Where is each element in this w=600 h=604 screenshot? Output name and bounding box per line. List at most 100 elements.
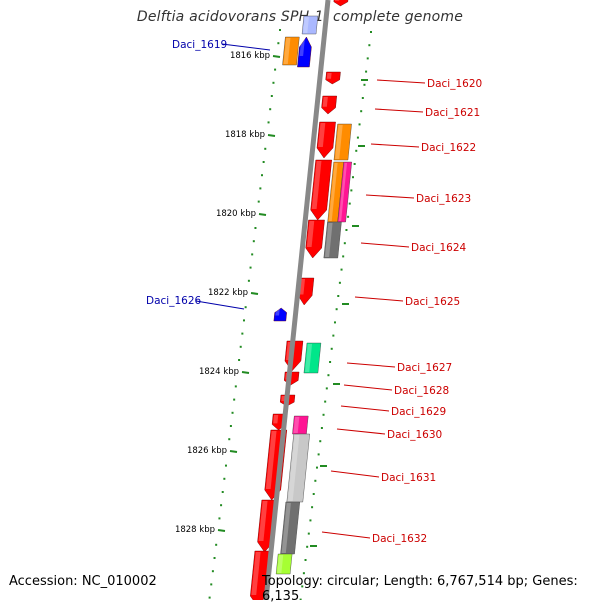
kbp-label: 1818 kbp: [225, 130, 265, 140]
major-tick: [250, 292, 259, 295]
minor-tick: [211, 570, 214, 573]
minor-tick: [223, 477, 226, 480]
gene-label-daci-1630[interactable]: Daci_1630: [387, 429, 442, 441]
minor-tick: [355, 149, 358, 152]
gene-label-daci-1627[interactable]: Daci_1627: [397, 362, 452, 374]
gene-box[interactable]: [280, 501, 301, 555]
minor-tick: [317, 453, 320, 456]
minor-tick: [306, 545, 309, 548]
leader-line: [360, 242, 410, 248]
leader-line: [330, 470, 380, 478]
gene-box[interactable]: [301, 15, 319, 35]
gene-label-daci-1621[interactable]: Daci_1621: [425, 107, 480, 119]
minor-tick: [302, 572, 305, 575]
minor-tick: [332, 334, 335, 337]
minor-tick: [322, 413, 325, 416]
minor-tick: [218, 517, 221, 520]
minor-tick: [260, 174, 263, 177]
minor-tick: [325, 387, 328, 390]
minor-tick: [272, 81, 275, 84]
gene-box[interactable]: [275, 553, 293, 575]
minor-tick: [320, 427, 323, 429]
minor-tick: [224, 464, 227, 467]
kbp-label: 1824 kbp: [199, 367, 239, 377]
leader-line: [221, 43, 271, 51]
minor-tick: [252, 240, 255, 243]
gene-box-daci-1630[interactable]: [292, 415, 309, 435]
minor-tick: [233, 398, 236, 401]
gene-arrow-daci-1624[interactable]: [305, 219, 325, 259]
gene-box[interactable]: [303, 342, 322, 374]
gene-label-daci-1629[interactable]: Daci_1629: [391, 406, 446, 418]
major-tick: [217, 529, 226, 532]
gene-arrow-daci-1623[interactable]: [310, 159, 332, 221]
gene-label-daci-1626[interactable]: Daci_1626: [146, 295, 202, 307]
minor-tick: [262, 161, 265, 163]
minor-tick: [231, 411, 234, 414]
leader-line: [365, 194, 415, 199]
minor-tick: [234, 385, 237, 388]
gene-arrow-daci-1622[interactable]: [316, 121, 336, 159]
major-tick: [272, 55, 281, 58]
minor-tick: [215, 543, 218, 546]
map-title: Delftia acidovorans SPH-1, complete geno…: [136, 9, 464, 25]
gene-label-daci-1623[interactable]: Daci_1623: [416, 193, 471, 205]
minor-tick: [338, 281, 341, 284]
minor-tick: [360, 110, 363, 113]
minor-tick: [330, 347, 333, 350]
gene-label-daci-1619[interactable]: Daci_1619: [172, 39, 227, 51]
leader-line: [336, 428, 386, 435]
kbp-label: 1826 kbp: [187, 446, 227, 456]
minor-tick: [311, 506, 314, 509]
gene-label-daci-1632[interactable]: Daci_1632: [372, 533, 427, 545]
gene-arrow-daci-1621[interactable]: [321, 95, 337, 115]
major-tick: [258, 213, 267, 216]
minor-tick: [358, 123, 361, 126]
gene-label-daci-1622[interactable]: Daci_1622: [421, 142, 476, 154]
leader-line: [354, 296, 404, 302]
minor-tick: [213, 557, 216, 559]
minor-tick: [347, 215, 350, 218]
minor-tick: [335, 308, 338, 311]
minor-tick: [315, 466, 318, 469]
major-tick: [267, 134, 276, 137]
gene-label-daci-1624[interactable]: Daci_1624: [411, 242, 467, 254]
kbp-label: 1822 kbp: [208, 288, 248, 298]
minor-tick: [220, 504, 223, 507]
gene-arrow-daci-1626[interactable]: [273, 307, 287, 322]
gene-arrow-daci-1619[interactable]: [297, 36, 312, 68]
minor-tick: [301, 585, 304, 588]
gene-box[interactable]: [333, 123, 352, 161]
gene-arrow-daci-1620[interactable]: [325, 71, 341, 85]
minor-tick: [208, 596, 211, 599]
gene-label-daci-1628[interactable]: Daci_1628: [394, 385, 449, 397]
leader-line: [370, 143, 420, 148]
minor-tick: [304, 559, 307, 561]
minor-tick: [353, 163, 356, 165]
accession-text: Accession: NC_010002: [9, 574, 157, 589]
gene-box[interactable]: [286, 433, 310, 503]
minor-tick: [229, 425, 232, 427]
leader-line: [346, 362, 396, 368]
minor-tick: [365, 70, 368, 73]
gene-label-daci-1620[interactable]: Daci_1620: [427, 78, 482, 90]
minor-tick: [274, 68, 277, 71]
minor-tick: [340, 268, 343, 271]
kbp-label: 1816 kbp: [230, 51, 270, 61]
minor-tick: [309, 519, 312, 522]
kbp-label: 1820 kbp: [216, 209, 256, 219]
gene-label-daci-1631[interactable]: Daci_1631: [381, 472, 436, 484]
minor-tick: [350, 189, 353, 192]
gene-label-daci-1625[interactable]: Daci_1625: [405, 296, 460, 308]
minor-tick: [327, 374, 330, 377]
gene-box[interactable]: [282, 36, 300, 66]
gene-box[interactable]: [323, 221, 342, 259]
minor-tick: [324, 400, 327, 403]
minor-tick: [247, 279, 250, 282]
minor-tick: [259, 187, 262, 190]
gene-arrow[interactable]: [333, 0, 349, 7]
minor-tick: [312, 493, 315, 495]
leader-line: [195, 300, 245, 310]
minor-tick: [348, 202, 351, 205]
